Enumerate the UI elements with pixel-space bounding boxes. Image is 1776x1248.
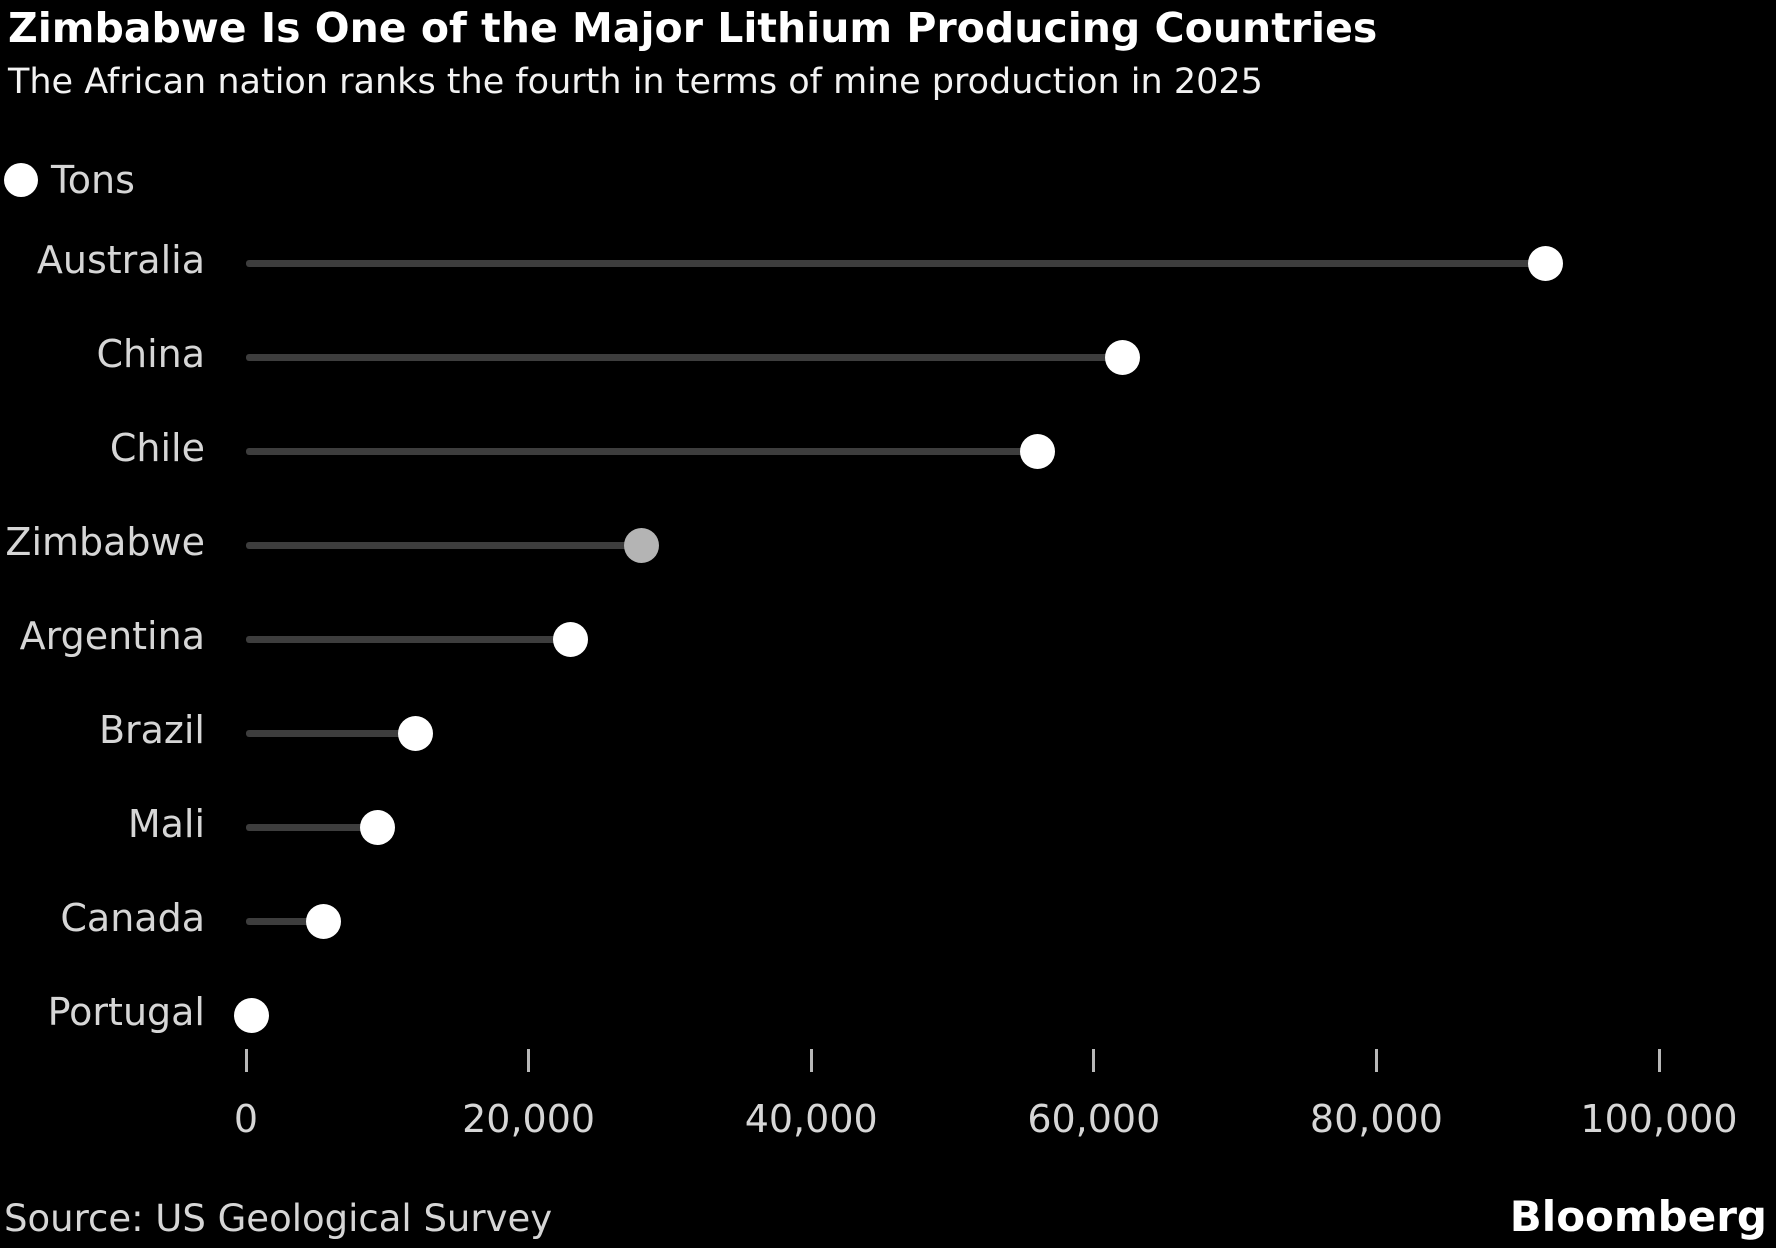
x-axis-tick [1092, 1049, 1096, 1072]
row-dot-chile [1019, 433, 1055, 469]
source-note: Source: US Geological Survey [4, 1197, 553, 1240]
legend-label: Tons [51, 158, 135, 202]
row-line-chile [246, 447, 1038, 455]
x-axis-tick [527, 1049, 531, 1072]
row-line-china [246, 353, 1123, 361]
chart-title: Zimbabwe Is One of the Major Lithium Pro… [8, 4, 1378, 52]
row-dot-australia [1528, 245, 1564, 281]
chart-subtitle: The African nation ranks the fourth in t… [8, 62, 1263, 102]
x-axis-tick-label: 0 [233, 1097, 259, 1141]
x-axis-tick-label: 100,000 [1580, 1097, 1738, 1141]
row-line-argentina [246, 635, 571, 643]
legend-dot-icon [4, 163, 38, 197]
row-dot-portugal [233, 997, 269, 1033]
row-label-australia: Australia [36, 238, 205, 282]
x-axis-tick-label: 20,000 [462, 1097, 596, 1141]
row-dot-china [1104, 339, 1140, 375]
row-dot-brazil [398, 715, 434, 751]
x-axis-tick [809, 1049, 813, 1072]
row-line-mali [246, 823, 378, 831]
row-line-brazil [246, 729, 416, 737]
row-label-portugal: Portugal [47, 990, 205, 1034]
row-label-mali: Mali [127, 802, 205, 846]
x-axis-tick [1657, 1049, 1661, 1072]
row-line-canada [246, 917, 324, 925]
row-line-australia [246, 259, 1546, 267]
row-dot-canada [306, 903, 342, 939]
legend: Tons [4, 158, 135, 202]
x-axis-tick-label: 40,000 [744, 1097, 878, 1141]
row-dot-argentina [553, 621, 589, 657]
row-label-canada: Canada [60, 896, 205, 940]
row-dot-zimbabwe [624, 527, 660, 563]
row-label-zimbabwe: Zimbabwe [5, 520, 205, 564]
row-label-argentina: Argentina [19, 614, 205, 658]
row-dot-mali [359, 809, 395, 845]
x-axis-tick-label: 60,000 [1027, 1097, 1161, 1141]
bloomberg-logo: Bloomberg [1509, 1192, 1767, 1241]
row-line-zimbabwe [246, 541, 642, 549]
x-axis-tick [1374, 1049, 1378, 1072]
row-label-china: China [96, 332, 205, 376]
x-axis-tick-label: 80,000 [1309, 1097, 1443, 1141]
row-label-chile: Chile [109, 426, 205, 470]
row-label-brazil: Brazil [98, 708, 205, 752]
x-axis-tick [244, 1049, 248, 1072]
